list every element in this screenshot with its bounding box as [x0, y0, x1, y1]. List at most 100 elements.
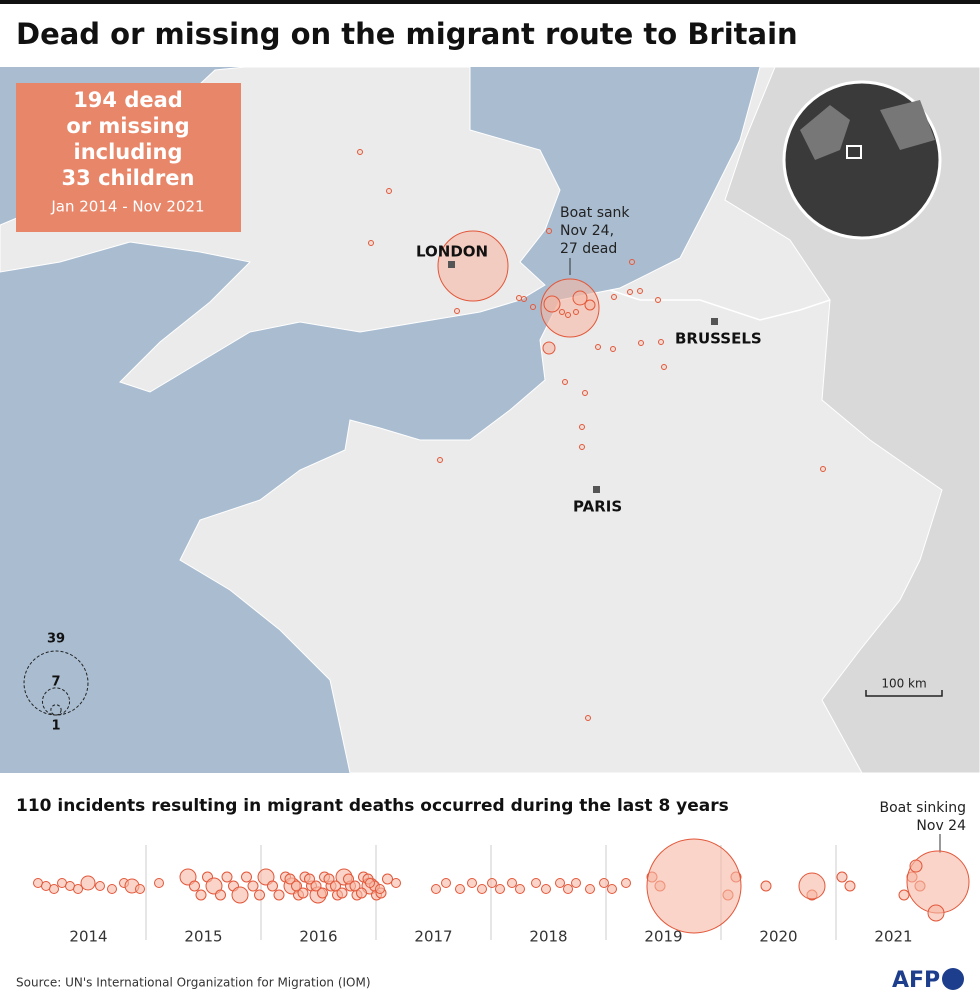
land-continent: [179, 66, 980, 774]
incident-dot: [579, 424, 585, 430]
year-label: 2017: [414, 928, 452, 946]
incident-dot: [607, 884, 617, 894]
top-bar: [0, 0, 980, 4]
incident-dot: [437, 457, 443, 463]
incident-dot: [582, 390, 588, 396]
year-label: 2021: [874, 928, 912, 946]
city-label: BRUSSELS: [675, 330, 762, 348]
incident-dot: [661, 364, 667, 370]
city-label: LONDON: [416, 243, 488, 261]
year-label: 2020: [759, 928, 797, 946]
incident-dot: [195, 889, 207, 901]
timeline-subtitle: 110 incidents resulting in migrant death…: [16, 796, 729, 816]
title: Dead or missing on the migrant route to …: [16, 17, 798, 51]
incident-dot: [516, 295, 522, 301]
incident-dot: [80, 875, 96, 891]
incident-dot: [909, 859, 923, 873]
land-germany: [724, 66, 980, 774]
incident-dot: [487, 878, 497, 888]
incident-dot: [627, 289, 633, 295]
incident-dot: [637, 288, 643, 294]
incident-dot: [386, 188, 392, 194]
incident-dot: [555, 878, 565, 888]
incident-dot: [610, 346, 616, 352]
incident-dot: [297, 887, 309, 899]
logo-mark: [942, 968, 964, 990]
incident-dot: [291, 880, 302, 892]
annotation: Nov 24,: [560, 223, 614, 239]
incident-dot: [760, 880, 772, 892]
timeline: 2014 2015 2016 2017 2018 2019 2020 2021: [33, 838, 970, 946]
incident-dot: [454, 308, 460, 314]
incident-dot: [559, 309, 565, 315]
incident-dot: [284, 873, 296, 885]
incident-dot: [247, 880, 259, 892]
scale-bar: [865, 690, 943, 697]
incident-dot: [477, 884, 487, 894]
incident-dot: [584, 299, 596, 311]
incident-dot: [844, 880, 856, 892]
incident-dot: [573, 309, 579, 315]
annotation: Boat sinking: [879, 800, 966, 816]
incident-dot: [431, 884, 441, 894]
incident-dot: [336, 887, 348, 899]
incident-dot: [898, 889, 910, 901]
info-box: [16, 83, 241, 232]
incident-dot: [546, 228, 552, 234]
incident-dot: [820, 466, 826, 472]
incident-dot: [530, 304, 536, 310]
incident-dot: [330, 880, 341, 892]
info-line: 33 children: [62, 166, 195, 190]
incident-dot: [621, 878, 631, 888]
border: [609, 289, 831, 321]
incident-dot: [585, 884, 595, 894]
incident-dot: [154, 878, 164, 888]
incident-dot: [273, 889, 285, 901]
size-legend: 39 7 1: [23, 632, 89, 734]
incident-dot: [343, 873, 354, 885]
incident-dot: [495, 884, 505, 894]
annotation: Boat sank: [560, 205, 630, 221]
incident-dot: [231, 886, 249, 904]
incident-dot: [323, 873, 335, 885]
incident-dot: [798, 872, 826, 900]
incident-dot: [521, 296, 527, 302]
annotation: Nov 24: [916, 818, 966, 834]
year-label: 2015: [184, 928, 222, 946]
incident-dot: [205, 877, 223, 895]
annotation: 27 dead: [560, 241, 617, 257]
incident-dots: [357, 149, 826, 721]
incident-dot: [571, 878, 581, 888]
incident-dot: [95, 881, 105, 891]
year-label: 2019: [644, 928, 682, 946]
incident-dot: [189, 880, 200, 892]
incident-dot: [562, 379, 568, 385]
incident-dot: [257, 868, 275, 886]
incident-dot: [368, 240, 374, 246]
incident-dot: [638, 340, 644, 346]
incident-dot: [658, 339, 664, 345]
incident-dot: [585, 715, 591, 721]
info-line: or missing: [66, 114, 189, 138]
city-marker: [711, 318, 718, 325]
incident-dot: [629, 259, 635, 265]
incident-dot: [310, 880, 322, 892]
legend-label: 7: [51, 674, 60, 689]
source: Source: UN's International Organization …: [16, 976, 371, 990]
incident-dot: [836, 871, 848, 883]
year-label: 2014: [69, 928, 107, 946]
incident-dot: [572, 290, 588, 306]
inset-frame: [846, 145, 862, 159]
incident-dot: [107, 884, 117, 894]
incident-dot: [563, 884, 573, 894]
incident-dot: [515, 884, 525, 894]
incident-dot: [215, 889, 226, 901]
city-marker: [448, 261, 455, 268]
info-period: Jan 2014 - Nov 2021: [50, 198, 204, 216]
legend-label: 39: [47, 632, 65, 647]
incident-dot: [543, 295, 561, 313]
legend-label: 1: [51, 719, 60, 734]
